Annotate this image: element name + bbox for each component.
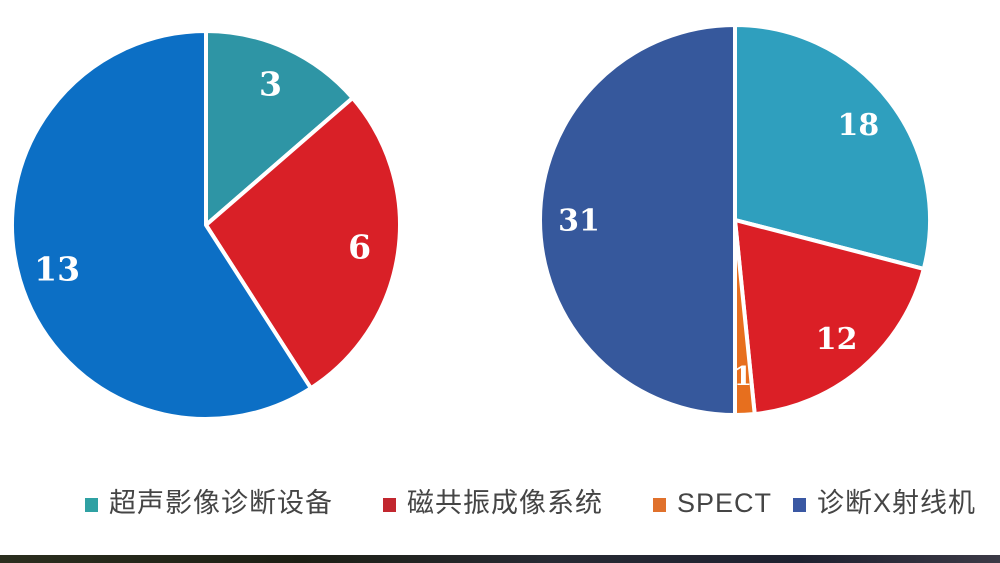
left-pie-data-label-1: 3: [259, 64, 282, 103]
right-pie-data-label-4: 31: [558, 204, 600, 239]
left-pie-data-label-3: 13: [34, 249, 80, 288]
bottom-image-strip: [0, 555, 1000, 563]
left-pie-slice-3: [10, 29, 313, 421]
left-pie-slice-2: [204, 96, 402, 391]
left-pie: 3 6 13: [10, 29, 402, 421]
right-pie-slice-4: [538, 23, 737, 417]
right-pie-data-label-1: 18: [838, 108, 880, 143]
left-pie-data-label-2: 6: [348, 228, 371, 267]
right-pie-slice-2: [733, 218, 926, 416]
left-pie-slice-1: [204, 29, 355, 227]
right-pie: 18 12 1 31: [538, 23, 932, 417]
right-pie-slice-1: [733, 23, 932, 271]
right-pie-data-label-3: 1: [734, 362, 752, 392]
right-pie-data-label-2: 12: [816, 322, 858, 357]
